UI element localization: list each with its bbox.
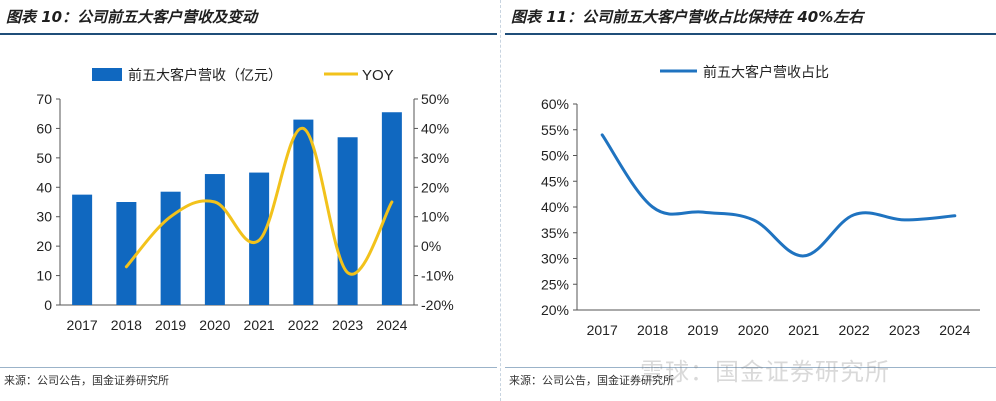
y-left-tick-label: 60: [36, 120, 52, 136]
source-left: 来源：公司公告，国金证券研究所: [4, 374, 169, 387]
x-tick-label: 2017: [67, 317, 98, 333]
y-right-tick-label: 40%: [421, 120, 449, 136]
revenue-bar: [160, 191, 181, 305]
y-left-tick-label: 0: [44, 297, 52, 313]
x-tick-label: 2019: [155, 317, 186, 333]
y-tick-label: 25%: [541, 276, 569, 292]
x-tick-label: 2022: [838, 322, 869, 338]
x-tick-label: 2022: [288, 317, 319, 333]
y-tick-label: 20%: [541, 302, 569, 318]
x-tick-label: 2018: [637, 322, 668, 338]
y-right-tick-label: 20%: [421, 179, 449, 195]
x-tick-label: 2021: [788, 322, 819, 338]
revenue-bar: [116, 202, 137, 305]
y-left-tick-label: 20: [36, 238, 52, 254]
revenue-bar: [381, 112, 402, 305]
y-right-tick-label: -10%: [421, 268, 454, 284]
revenue-bar: [204, 174, 225, 305]
title-rule-right: [505, 33, 996, 35]
source-rule-left: [0, 367, 497, 368]
y-tick-label: 40%: [541, 199, 569, 215]
y-right-tick-label: 10%: [421, 209, 449, 225]
revenue-chart: 0 10 20 30 40 50 60 70 -20% -10% 0% 10% 20% 30% 40% 50%…: [36, 67, 454, 333]
y-right-tick-label: 0%: [421, 238, 441, 254]
y-tick-label: 55%: [541, 122, 569, 138]
source-rule-right: [505, 367, 996, 368]
yoy-line: [124, 126, 394, 276]
y-left-tick-label: 50: [36, 150, 52, 166]
y-right-tick-label: -20%: [421, 297, 454, 313]
chart-title-left: 图表 10：公司前五大客户营收及变动: [6, 8, 258, 26]
x-tick-label: 2017: [587, 322, 618, 338]
watermark: 雪球：国金证券研究所: [640, 358, 890, 386]
x-tick-label: 2019: [687, 322, 718, 338]
chart-title-right: 图表 11：公司前五大客户营收占比保持在 40%左右: [511, 8, 864, 26]
panel-divider: [500, 0, 502, 401]
y-left-tick-label: 70: [36, 91, 52, 107]
x-tick-label: 2021: [244, 317, 275, 333]
x-tick-label: 2024: [939, 322, 970, 338]
x-tick-label: 2018: [111, 317, 142, 333]
y-tick-label: 30%: [541, 251, 569, 267]
left-panel: 图表 10：公司前五大客户营收及变动 0 10 20 30 40 50 60 70 -20% -1…: [0, 0, 497, 401]
source-right: 来源：公司公告，国金证券研究所: [509, 374, 674, 387]
y-tick-label: 60%: [541, 96, 569, 112]
y-right-tick-label: 30%: [421, 150, 449, 166]
y-left-tick-label: 30: [36, 209, 52, 225]
revenue-bar: [337, 137, 358, 305]
legend-label-yoy: YOY: [362, 67, 394, 84]
title-rule-left: [0, 33, 497, 35]
revenue-bar: [293, 119, 314, 305]
x-tick-label: 2024: [376, 317, 407, 333]
y-tick-label: 35%: [541, 225, 569, 241]
x-tick-label: 2023: [889, 322, 920, 338]
legend-label-share: 前五大客户营收占比: [703, 64, 829, 81]
share-line: [600, 133, 957, 258]
legend-label-revenue: 前五大客户营收（亿元）: [128, 67, 282, 84]
y-left-tick-label: 10: [36, 268, 52, 284]
x-tick-label: 2020: [738, 322, 769, 338]
right-panel: 图表 11：公司前五大客户营收占比保持在 40%左右 20% 25% 30% 35% 4…: [505, 0, 996, 401]
y-tick-label: 45%: [541, 173, 569, 189]
legend-swatch-revenue: [92, 68, 122, 81]
x-tick-label: 2020: [199, 317, 230, 333]
y-tick-label: 50%: [541, 148, 569, 164]
share-chart: 20% 25% 30% 35% 40% 45% 50% 55% 60% 2017 2018 2019 2…: [541, 64, 980, 338]
revenue-bar: [72, 194, 93, 305]
x-tick-label: 2023: [332, 317, 363, 333]
y-right-tick-label: 50%: [421, 91, 449, 107]
y-left-tick-label: 40: [36, 179, 52, 195]
